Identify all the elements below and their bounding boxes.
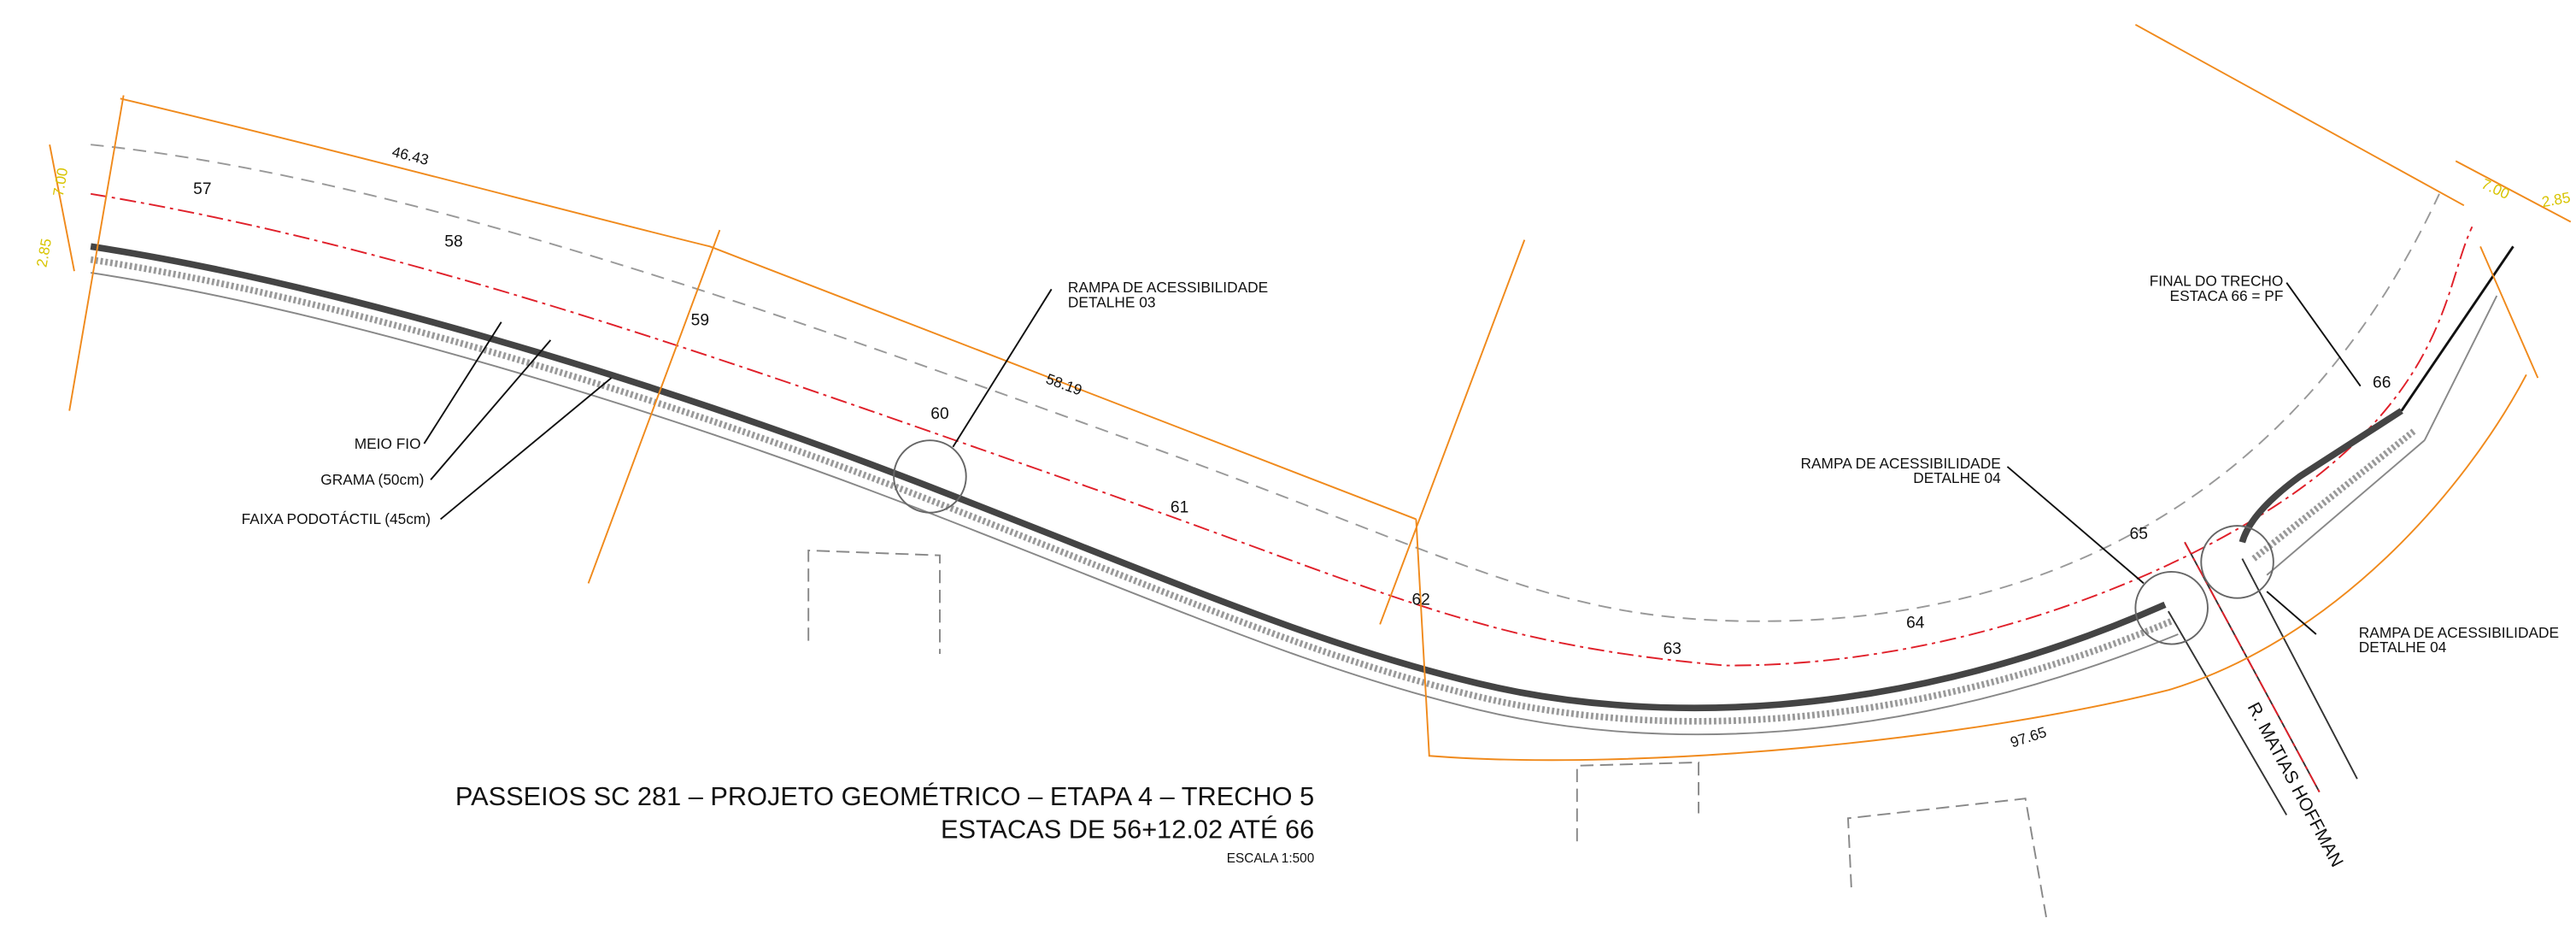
street-name: R. MATIAS HOFFMAN (2244, 699, 2347, 870)
dimension: 7.00 (2479, 175, 2512, 203)
label: FINAL DO TRECHO (2150, 272, 2284, 289)
tactile-strip (90, 256, 2174, 725)
dimension: 7.00 (50, 167, 72, 198)
edge (2266, 439, 2426, 576)
title: PASSEIOS SC 281 – PROJETO GEOMÉTRICO – E… (455, 781, 1314, 811)
label: RAMPA DE ACESSIBILIDADE (1068, 279, 1268, 296)
label: DETALHE 04 (2359, 639, 2447, 656)
curb (2239, 408, 2403, 544)
edge (2400, 245, 2514, 412)
scale: ESCALA 1:500 (1227, 851, 1314, 866)
ramp (2200, 525, 2274, 599)
label: ESTACA 66 = PF (2170, 287, 2284, 304)
station: 66 (2373, 374, 2391, 392)
station: 58 (444, 232, 462, 250)
ramp (893, 439, 967, 514)
dimension-line (49, 23, 2572, 762)
building (807, 549, 2048, 921)
dimension: 97.65 (2008, 723, 2048, 750)
label: MEIO FIO (355, 435, 421, 452)
station: 57 (193, 180, 211, 198)
centerline (91, 192, 2473, 667)
station: 63 (1664, 640, 1681, 658)
station: 59 (691, 312, 709, 330)
station: 60 (930, 405, 948, 423)
edge (91, 272, 2179, 736)
edge (2423, 295, 2498, 441)
label: RAMPA DE ACESSIBILIDADE (2359, 624, 2559, 641)
leader (423, 282, 2362, 635)
dimension: 58.19 (1044, 370, 1085, 399)
label: DETALHE 04 (1913, 469, 2001, 486)
label: RAMPA DE ACESSIBILIDADE (1801, 455, 2001, 472)
edge (91, 144, 2440, 622)
dimension: 2.85 (33, 237, 56, 268)
label: GRAMA (50cm) (320, 471, 424, 488)
street-edge (2168, 541, 2358, 815)
title: ESTACAS DE 56+12.02 ATÉ 66 (941, 814, 1314, 844)
station: 64 (1906, 614, 1925, 632)
ramp (2134, 570, 2209, 645)
curb (90, 243, 2167, 712)
station: 65 (2130, 526, 2148, 544)
dimension: 46.43 (390, 143, 431, 168)
station: 61 (1171, 499, 1188, 517)
label: FAIXA PODOTÁCTIL (45cm) (242, 510, 431, 527)
label: DETALHE 03 (1068, 293, 1156, 310)
dimension: 2.85 (2540, 189, 2572, 211)
station: 62 (1412, 591, 1430, 609)
centerline (2184, 541, 2321, 792)
